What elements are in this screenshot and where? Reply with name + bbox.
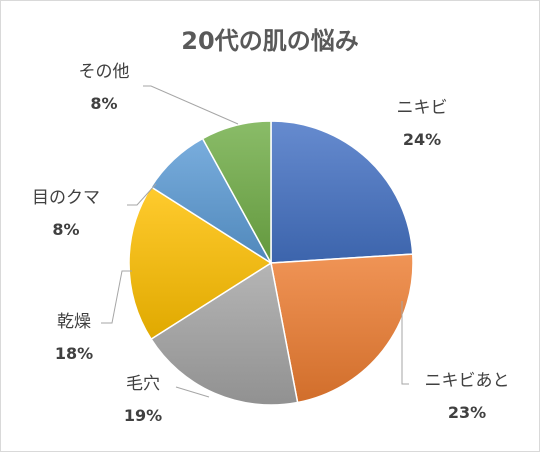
slice-value-label: 24% [403,130,441,149]
slice-category-label: ニキビあと [425,371,510,391]
leader-line [127,183,157,206]
slice-value-label: 19% [124,406,162,425]
pie-slice [201,120,272,264]
pie-slice [270,253,414,404]
slice-category-label: その他 [79,62,130,82]
leader-lines [101,85,409,398]
pie-slice [270,120,414,264]
pie-slice [128,185,273,341]
data-labels: ニキビ 24% ニキビあと 23% 毛穴 19% 乾燥 18% 目のクマ 8% その他 8% [32,62,510,425]
slice-category-label: 毛穴 [126,374,160,394]
slice-category-label: ニキビ [397,98,448,118]
slice-category-label: 乾燥 [57,312,91,332]
leader-line [143,85,239,125]
slice-value-label: 23% [448,403,486,422]
leader-line [101,270,132,324]
slice-value-label: 18% [55,344,93,363]
leader-line [175,386,210,398]
pie-slice [150,261,299,406]
leader-line [401,301,409,385]
slice-value-label: 8% [52,220,79,239]
slice-category-label: 目のクマ [32,188,100,208]
slice-value-label: 8% [90,94,117,113]
pie-slices [128,120,414,406]
chart-title: 20代の肌の悩み [181,27,358,55]
